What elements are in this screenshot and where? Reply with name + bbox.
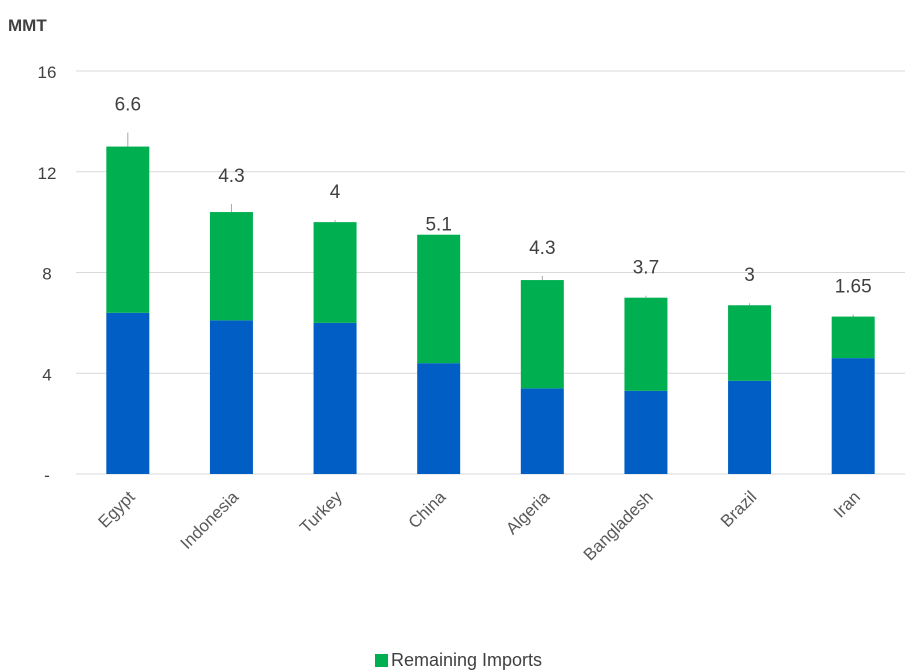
x-tick-label: Indonesia — [177, 487, 243, 553]
x-tick-label: Iran — [830, 487, 864, 521]
legend-swatch-remaining-imports — [374, 654, 388, 667]
x-tick-label: Egypt — [94, 487, 138, 531]
x-tick-label: Turkey — [296, 487, 346, 537]
y-tick-label: - — [44, 466, 50, 485]
y-tick-label: 16 — [38, 63, 57, 82]
bar-segment-remaining-imports — [728, 305, 772, 381]
bar-segment-remaining-imports — [106, 146, 150, 313]
bar-segment-remaining-imports — [520, 280, 564, 389]
bar-segment-base — [520, 388, 564, 474]
x-tick-label: Bangladesh — [580, 487, 657, 564]
y-axis-ticks: - 4 8 12 16 — [38, 63, 57, 485]
bar-segment-remaining-imports — [417, 234, 461, 364]
data-label: 5.1 — [425, 215, 451, 236]
data-label: 6.6 — [115, 95, 141, 116]
bar-segment-base — [728, 380, 772, 474]
y-tick-label: 4 — [42, 365, 51, 384]
bar-segment-base — [831, 358, 875, 474]
data-label: 3 — [744, 265, 755, 286]
x-tick-label: Algeria — [502, 487, 553, 538]
x-tick-label: Brazil — [717, 487, 760, 530]
y-tick-label: 12 — [38, 164, 57, 183]
legend-label-remaining-imports: Remaining Imports — [390, 650, 543, 670]
gridlines — [76, 70, 905, 475]
data-label: 1.65 — [835, 277, 872, 298]
data-label: 4.3 — [218, 166, 244, 187]
data-label: 4.3 — [529, 238, 555, 259]
y-tick-label: 8 — [42, 265, 51, 284]
bar-segment-remaining-imports — [624, 297, 668, 391]
bar-segment-base — [209, 320, 253, 474]
data-label: 4 — [330, 182, 341, 203]
bar-segment-remaining-imports — [209, 212, 253, 321]
bar-segment-base — [313, 322, 357, 474]
data-label: 3.7 — [633, 258, 659, 279]
legend: Remaining Imports — [0, 650, 917, 671]
bar-segment-remaining-imports — [831, 316, 875, 359]
data-labels: 6.6 4.3 4 5.1 4.3 3.7 3 1.65 — [115, 95, 872, 317]
bar-segment-base — [624, 390, 668, 474]
x-tick-label: China — [405, 487, 450, 532]
bar-segment-remaining-imports — [313, 222, 357, 323]
bars — [106, 146, 875, 474]
bar-segment-base — [106, 312, 150, 474]
y-axis-unit-label: MMT — [8, 16, 47, 35]
x-axis-ticks: Egypt Indonesia Turkey China Algeria Banglade… — [94, 487, 864, 564]
bar-segment-base — [417, 363, 461, 474]
